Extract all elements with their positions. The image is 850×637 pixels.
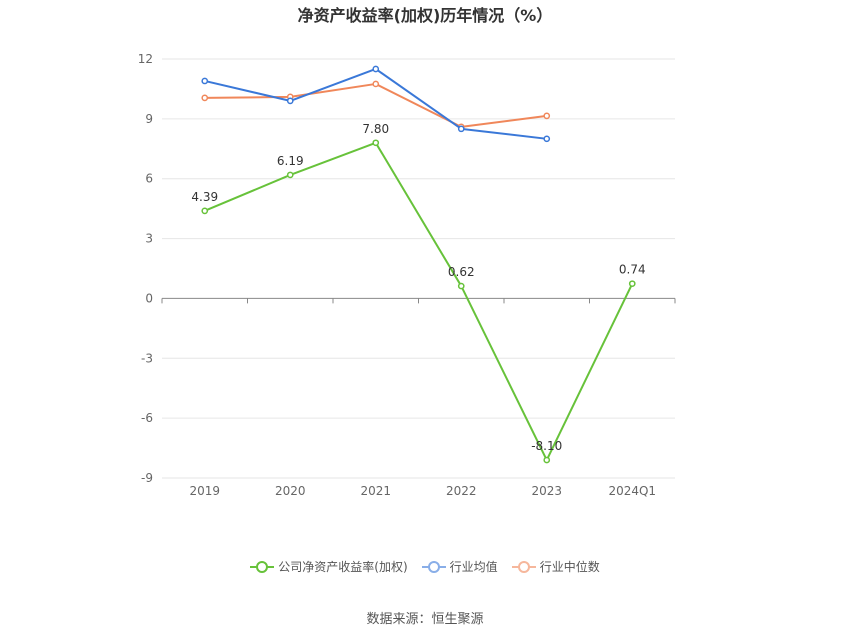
data-point[interactable] [372, 80, 380, 88]
legend-label: 公司净资产收益率(加权) [278, 560, 408, 574]
x-tick-label: 2021 [360, 484, 391, 498]
series-lines [201, 65, 636, 464]
series-line-0 [204, 141, 634, 462]
data-point[interactable] [201, 207, 209, 215]
data-label: 6.19 [277, 154, 304, 168]
x-tick-label: 2019 [189, 484, 220, 498]
data-point[interactable] [543, 135, 551, 143]
y-tick-label: 9 [145, 112, 153, 126]
data-label: 7.80 [362, 122, 389, 136]
legend: 公司净资产收益率(加权) 行业均值 行业中位数 [0, 558, 850, 576]
y-tick-label: 0 [145, 291, 153, 305]
y-tick-label: 6 [145, 172, 153, 186]
y-tick-label: -6 [141, 411, 153, 425]
data-point[interactable] [286, 171, 294, 179]
data-labels: 4.39 6.19 7.80 0.62 -8.10 0.74 [191, 122, 645, 453]
data-label: 0.74 [619, 263, 646, 277]
data-point[interactable] [457, 125, 465, 133]
x-tick-label: 2023 [531, 484, 562, 498]
legend-swatch-icon [421, 560, 446, 573]
chart-title: 净资产收益率(加权)历年情况（%） [297, 6, 553, 25]
data-point[interactable] [201, 94, 209, 102]
data-point[interactable] [457, 282, 465, 290]
legend-swatch-icon [250, 560, 275, 573]
data-label: 4.39 [191, 190, 218, 204]
y-tick-label: 3 [145, 232, 153, 246]
data-label: -8.10 [531, 439, 562, 453]
legend-swatch-icon [511, 560, 536, 573]
x-tick-label: 2022 [446, 484, 477, 498]
source-note: 数据来源：恒生聚源 [366, 612, 484, 627]
series-line-2 [204, 82, 547, 128]
data-point[interactable] [543, 112, 551, 120]
data-point[interactable] [286, 97, 294, 105]
data-point[interactable] [543, 456, 551, 464]
grid-lines [162, 58, 675, 479]
x-tick-label: 2020 [275, 484, 306, 498]
y-tick-label: -3 [141, 351, 153, 365]
x-tick-label: 2024Q1 [608, 484, 656, 498]
data-point[interactable] [372, 65, 380, 73]
axes: 12 9 6 3 0 -3 -6 -9 2019 2020 2021 2022 2023 2024Q1 [138, 52, 676, 498]
y-tick-label: 12 [138, 52, 153, 66]
y-tick-label: -9 [141, 471, 153, 485]
legend-item-1[interactable]: 行业均值 [421, 558, 498, 575]
legend-item-2[interactable]: 行业中位数 [511, 558, 600, 575]
legend-label: 行业中位数 [539, 560, 600, 574]
legend-label: 行业均值 [449, 560, 498, 574]
data-point[interactable] [201, 77, 209, 85]
data-point[interactable] [372, 139, 380, 147]
data-point[interactable] [628, 280, 636, 288]
legend-item-0[interactable]: 公司净资产收益率(加权) [250, 558, 408, 575]
data-label: 0.62 [448, 265, 475, 279]
